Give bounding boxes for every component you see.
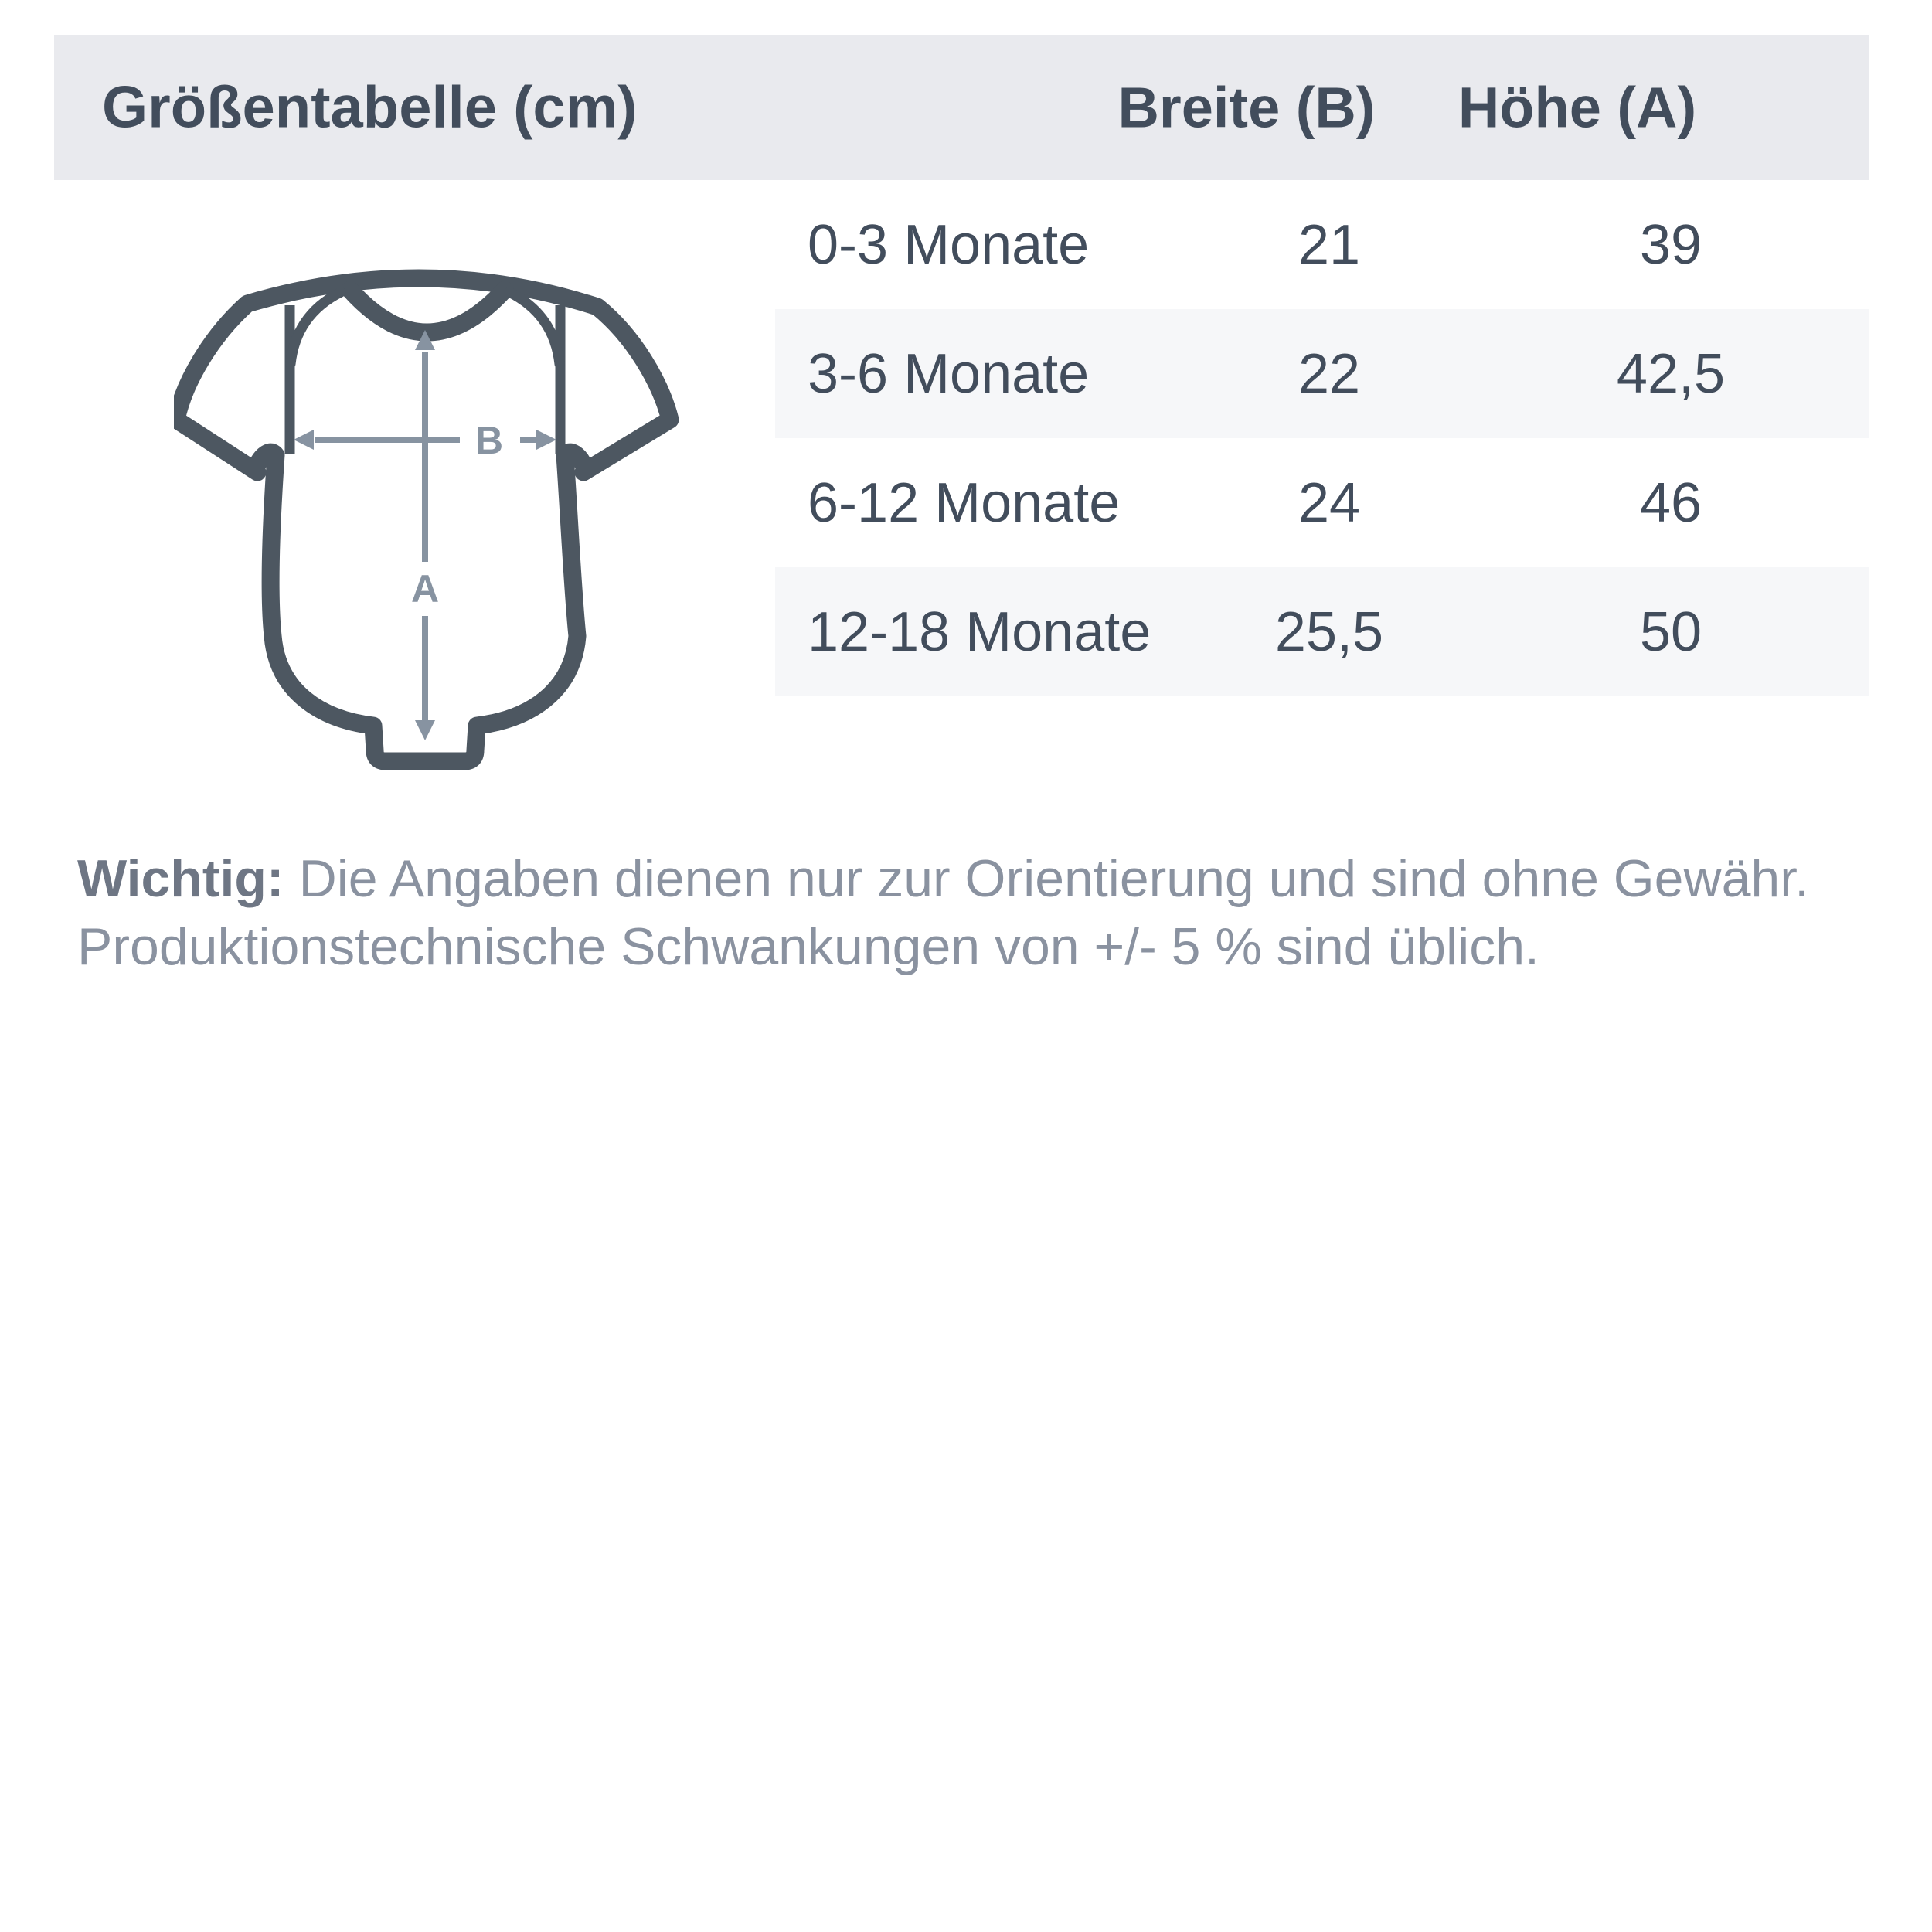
height-value-cell: 50 [1639,600,1702,663]
table-row: 3-6 Monate 22 42,5 [775,309,1869,438]
column-header-height: Höhe (A) [1458,75,1697,140]
table-row: 12-18 Monate 25,5 50 [775,567,1869,696]
arrowhead-left [294,430,314,450]
arrowhead-right [536,430,556,450]
note-line-1: Wichtig: Die Angaben dienen nur zur Orien… [77,845,1870,913]
width-value-cell: 22 [1298,342,1361,405]
size-label-cell: 6-12 Monate [808,471,1121,534]
height-value-cell: 46 [1639,471,1702,534]
width-value-cell: 24 [1298,471,1361,534]
note-line-2: Produktionstechnische Schwankungen von +… [77,913,1870,981]
lap-seam-right [504,287,565,369]
height-label: A [411,567,439,611]
size-label-cell: 3-6 Monate [808,342,1090,405]
note-prefix: Wichtig: [77,849,284,908]
arrowhead-down [415,720,435,740]
page-title: Größentabelle (cm) [102,74,638,141]
height-value-cell: 39 [1639,213,1702,276]
size-label-cell: 12-18 Monate [808,600,1151,663]
table-row: 6-12 Monate 24 46 [775,438,1869,567]
bodysuit-diagram: B A [174,269,679,770]
note-line-1-text: Die Angaben dienen nur zur Orientierung … [298,849,1810,908]
disclaimer-note: Wichtig: Die Angaben dienen nur zur Orien… [77,845,1870,981]
width-value-cell: 25,5 [1274,600,1384,663]
arrowhead-up [415,330,435,350]
neckline-arc [341,281,514,342]
height-arrow [415,330,435,740]
column-header-width: Breite (B) [1117,75,1376,140]
width-value-cell: 21 [1298,213,1361,276]
size-table: 0-3 Monate 21 39 3-6 Monate 22 42,5 6-12… [775,180,1869,696]
table-header: Größentabelle (cm) Breite (B) Höhe (A) [54,35,1869,180]
size-label-cell: 0-3 Monate [808,213,1090,276]
table-row: 0-3 Monate 21 39 [775,180,1869,309]
lap-seam-left [285,287,346,369]
width-arrow [294,430,556,450]
width-label: B [475,419,503,462]
height-value-cell: 42,5 [1616,342,1726,405]
note-line-2-text: Produktionstechnische Schwankungen von +… [77,917,1539,976]
